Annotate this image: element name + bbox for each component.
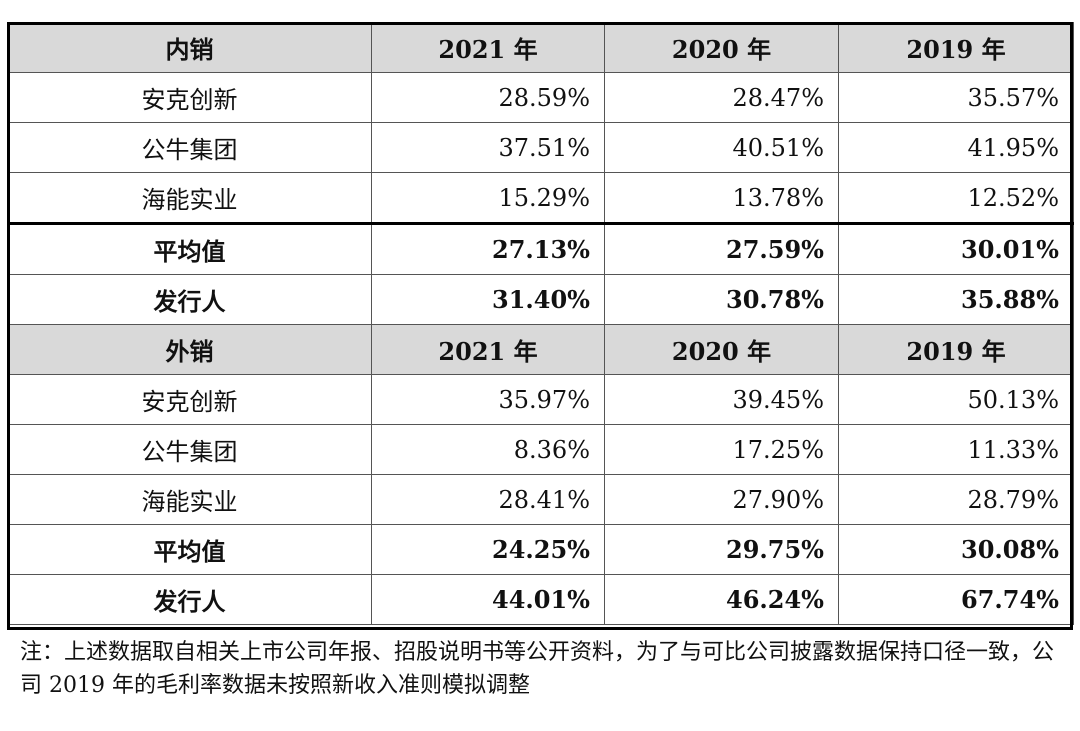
value-cell: 35.97%: [371, 374, 605, 425]
value-cell: 35.88%: [838, 274, 1074, 325]
average-label: 平均值: [7, 222, 372, 275]
value-cell: 39.45%: [604, 374, 839, 425]
footnote: 注：上述数据取自相关上市公司年报、招股说明书等公开资料，为了与可比公司披露数据保…: [20, 640, 1055, 698]
average-row: 平均值 24.25% 29.75% 30.08%: [7, 524, 1074, 575]
header-cell: 外销: [7, 324, 372, 375]
table-row: 安克创新 28.59% 28.47% 35.57%: [7, 72, 1074, 123]
domestic-header-row: 内销 2021 年 2020 年 2019 年: [7, 22, 1074, 73]
company-name: 公牛集团: [7, 424, 372, 475]
value-cell: 46.24%: [604, 574, 839, 625]
value-cell: 67.74%: [838, 574, 1074, 625]
value-cell: 13.78%: [604, 172, 839, 224]
value-cell: 28.41%: [371, 474, 605, 525]
issuer-row: 发行人 31.40% 30.78% 35.88%: [7, 274, 1074, 325]
company-name: 公牛集团: [7, 122, 372, 173]
header-cell: 2020 年: [604, 324, 839, 375]
table-row: 公牛集团 37.51% 40.51% 41.95%: [7, 122, 1074, 173]
company-name: 安克创新: [7, 72, 372, 123]
value-cell: 29.75%: [604, 524, 839, 575]
gross-margin-table: 内销 2021 年 2020 年 2019 年 安克创新 28.59% 28.4…: [7, 22, 1074, 625]
issuer-label: 发行人: [7, 574, 372, 625]
value-cell: 30.78%: [604, 274, 839, 325]
value-cell: 27.90%: [604, 474, 839, 525]
value-cell: 15.29%: [371, 172, 605, 224]
header-cell: 2019 年: [838, 324, 1074, 375]
value-cell: 31.40%: [371, 274, 605, 325]
company-name: 安克创新: [7, 374, 372, 425]
table-row: 海能实业 28.41% 27.90% 28.79%: [7, 474, 1074, 525]
value-cell: 35.57%: [838, 72, 1074, 123]
value-cell: 44.01%: [371, 574, 605, 625]
value-cell: 41.95%: [838, 122, 1074, 173]
value-cell: 50.13%: [838, 374, 1074, 425]
issuer-label: 发行人: [7, 274, 372, 325]
average-row: 平均值 27.13% 27.59% 30.01%: [7, 222, 1074, 275]
value-cell: 12.52%: [838, 172, 1074, 224]
table-row: 海能实业 15.29% 13.78% 12.52%: [7, 172, 1074, 224]
value-cell: 8.36%: [371, 424, 605, 475]
value-cell: 37.51%: [371, 122, 605, 173]
table-row: 公牛集团 8.36% 17.25% 11.33%: [7, 424, 1074, 475]
table-row: 安克创新 35.97% 39.45% 50.13%: [7, 374, 1074, 425]
value-cell: 27.13%: [371, 222, 605, 275]
value-cell: 40.51%: [604, 122, 839, 173]
value-cell: 28.79%: [838, 474, 1074, 525]
average-label: 平均值: [7, 524, 372, 575]
value-cell: 28.59%: [371, 72, 605, 123]
value-cell: 28.47%: [604, 72, 839, 123]
issuer-row: 发行人 44.01% 46.24% 67.74%: [7, 574, 1074, 625]
value-cell: 17.25%: [604, 424, 839, 475]
header-cell: 2019 年: [838, 22, 1074, 73]
value-cell: 30.01%: [838, 222, 1074, 275]
value-cell: 24.25%: [371, 524, 605, 575]
company-name: 海能实业: [7, 474, 372, 525]
header-cell: 2020 年: [604, 22, 839, 73]
value-cell: 27.59%: [604, 222, 839, 275]
header-cell: 2021 年: [371, 22, 605, 73]
company-name: 海能实业: [7, 172, 372, 224]
header-cell: 2021 年: [371, 324, 605, 375]
value-cell: 30.08%: [838, 524, 1074, 575]
value-cell: 11.33%: [838, 424, 1074, 475]
header-cell: 内销: [7, 22, 372, 73]
export-header-row: 外销 2021 年 2020 年 2019 年: [7, 324, 1074, 375]
